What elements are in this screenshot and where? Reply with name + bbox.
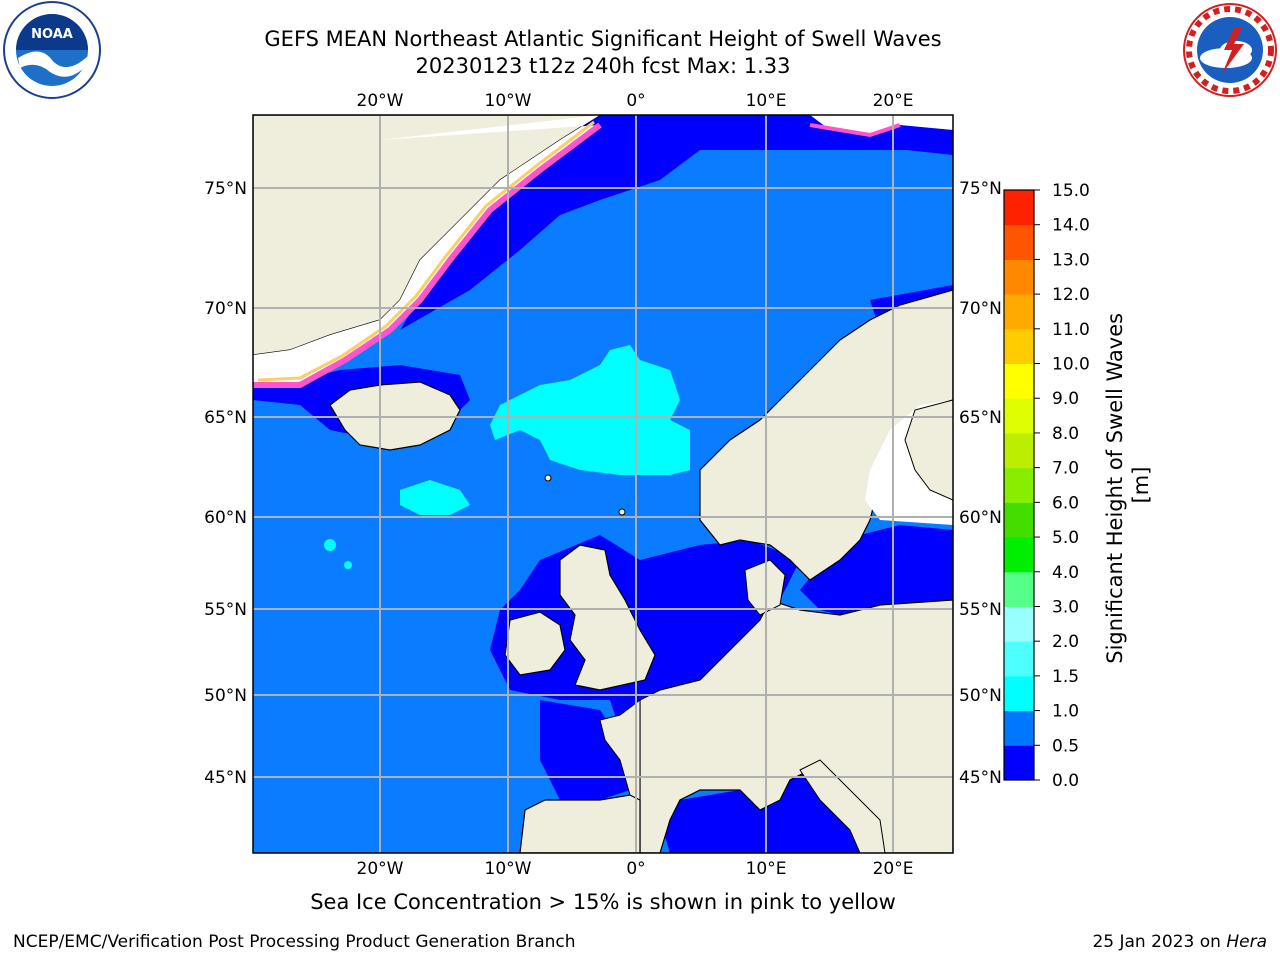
colorbar-tick-label: 12.0 xyxy=(1052,285,1090,305)
colorbar-frame xyxy=(1003,189,1035,781)
land-faroe xyxy=(544,474,552,482)
colorbar-tick-label: 6.0 xyxy=(1052,493,1079,513)
lat-tick-left: 65°N xyxy=(204,408,247,428)
footer-date: 25 Jan 2023 on Hera xyxy=(1092,932,1267,952)
lon-tick-top: 10°E xyxy=(746,91,787,111)
lat-tick-right: 65°N xyxy=(959,408,1002,428)
footer-producer: NCEP/EMC/Verification Post Processing Pr… xyxy=(13,932,576,952)
colorbar-tick-label: 8.0 xyxy=(1052,424,1079,444)
lon-tick-top: 10°W xyxy=(485,91,532,111)
lat-tick-right: 45°N xyxy=(959,768,1002,788)
colorbar-segment xyxy=(1004,224,1034,260)
colorbar-segment xyxy=(1004,502,1034,538)
colorbar-tick-label: 11.0 xyxy=(1052,320,1090,340)
lon-tick-bottom: 20°E xyxy=(873,859,914,879)
lon-tick-top: 0° xyxy=(626,91,645,111)
lat-tick-left: 70°N xyxy=(204,299,247,319)
colorbar-tick-label: 1.5 xyxy=(1052,667,1079,687)
noaa-logo-text: NOAA xyxy=(31,27,73,42)
colorbar-segment xyxy=(1004,710,1034,746)
colorbar-segment xyxy=(1004,294,1034,330)
ocean-swell-high-patch xyxy=(344,561,352,569)
colorbar-segment xyxy=(1004,190,1034,226)
sea-ice-caption: Sea Ice Concentration > 15% is shown in … xyxy=(310,890,896,914)
colorbar-segment xyxy=(1004,398,1034,434)
map-gridlines xyxy=(253,115,953,853)
colorbar-segment xyxy=(1004,363,1034,399)
lat-tick-left: 55°N xyxy=(204,600,247,620)
lat-tick-left: 60°N xyxy=(204,508,247,528)
colorbar-segment xyxy=(1004,571,1034,607)
colorbar-segment xyxy=(1004,328,1034,365)
colorbar-tick-label: 14.0 xyxy=(1052,216,1090,236)
sea-ice-edge-inner xyxy=(257,120,595,382)
colorbar-segment xyxy=(1004,259,1034,295)
colorbar-tick-label: 2.0 xyxy=(1052,632,1079,652)
lat-tick-right: 60°N xyxy=(959,508,1002,528)
colorbar-segment xyxy=(1004,432,1034,469)
sea-ice-edge xyxy=(253,122,602,388)
chart-subtitle: 20230123 t12z 240h fcst Max: 1.33 xyxy=(415,54,791,78)
land-finland xyxy=(904,399,953,501)
colorbar-tick-label: 13.0 xyxy=(1052,250,1090,270)
colorbar-tick-label: 0.0 xyxy=(1052,771,1079,791)
colorbar-segment xyxy=(1004,606,1034,642)
colorbar-tick-label: 7.0 xyxy=(1052,459,1079,479)
chart-title: GEFS MEAN Northeast Atlantic Significant… xyxy=(264,27,942,51)
ocean-swell-high-patch xyxy=(324,539,336,551)
footer-date-text: 25 Jan 2023 on xyxy=(1092,932,1227,952)
colorbar-tick-label: 0.5 xyxy=(1052,736,1079,756)
footer-host: Hera xyxy=(1226,932,1267,952)
sea-ice-svalbard-edge xyxy=(809,123,901,138)
lon-tick-bottom: 20°W xyxy=(357,859,404,879)
noaa-logo-icon: NOAA xyxy=(3,1,101,99)
lat-tick-right: 70°N xyxy=(959,299,1002,319)
lon-tick-bottom: 10°E xyxy=(746,859,787,879)
colorbar-tick-label: 1.0 xyxy=(1052,702,1079,722)
lat-tick-left: 75°N xyxy=(204,179,247,199)
colorbar-tick-label: 10.0 xyxy=(1052,355,1090,375)
lon-tick-top: 20°E xyxy=(873,91,914,111)
colorbar-tick-label: 4.0 xyxy=(1052,563,1079,583)
map-frame xyxy=(252,114,954,854)
national-weather-service-logo-icon xyxy=(1183,3,1277,97)
lat-tick-right: 75°N xyxy=(959,179,1002,199)
colorbar-tick-label: 15.0 xyxy=(1052,181,1090,201)
colorbar-tick-label: 5.0 xyxy=(1052,528,1079,548)
land-iberia xyxy=(519,794,641,853)
lat-tick-right: 50°N xyxy=(959,686,1002,706)
colorbar-segment xyxy=(1004,537,1034,573)
colorbar-segment xyxy=(1004,745,1034,781)
colorbar-tick-label: 9.0 xyxy=(1052,389,1079,409)
land-italy xyxy=(799,759,886,853)
colorbar-segment xyxy=(1004,467,1034,503)
land-great-britain xyxy=(559,544,656,691)
land-shetland xyxy=(618,508,626,516)
colorbar-tick-label: 3.0 xyxy=(1052,597,1079,617)
ocean-swell-low-north-strip xyxy=(700,125,953,155)
lat-tick-left: 45°N xyxy=(204,768,247,788)
ocean-swell-high-faroe xyxy=(400,480,470,515)
ocean-swell-high-norwegian-sea xyxy=(490,345,690,475)
lat-tick-left: 50°N xyxy=(204,686,247,706)
lon-tick-bottom: 10°W xyxy=(485,859,532,879)
colorbar-label: Significant Height of Swell Waves [m] xyxy=(1103,306,1153,664)
colorbar-segment xyxy=(1004,641,1034,677)
lat-tick-right: 55°N xyxy=(959,600,1002,620)
colorbar: 0.0 0.5 1.0 1.5 2.0 3.0 4.0 5.0 6.0 7.0 8.0 9.0 10.0… xyxy=(1003,181,1090,791)
lon-tick-bottom: 0° xyxy=(626,859,645,879)
lon-tick-top: 20°W xyxy=(357,91,404,111)
colorbar-segment xyxy=(1004,675,1034,712)
land-europe xyxy=(639,599,953,853)
